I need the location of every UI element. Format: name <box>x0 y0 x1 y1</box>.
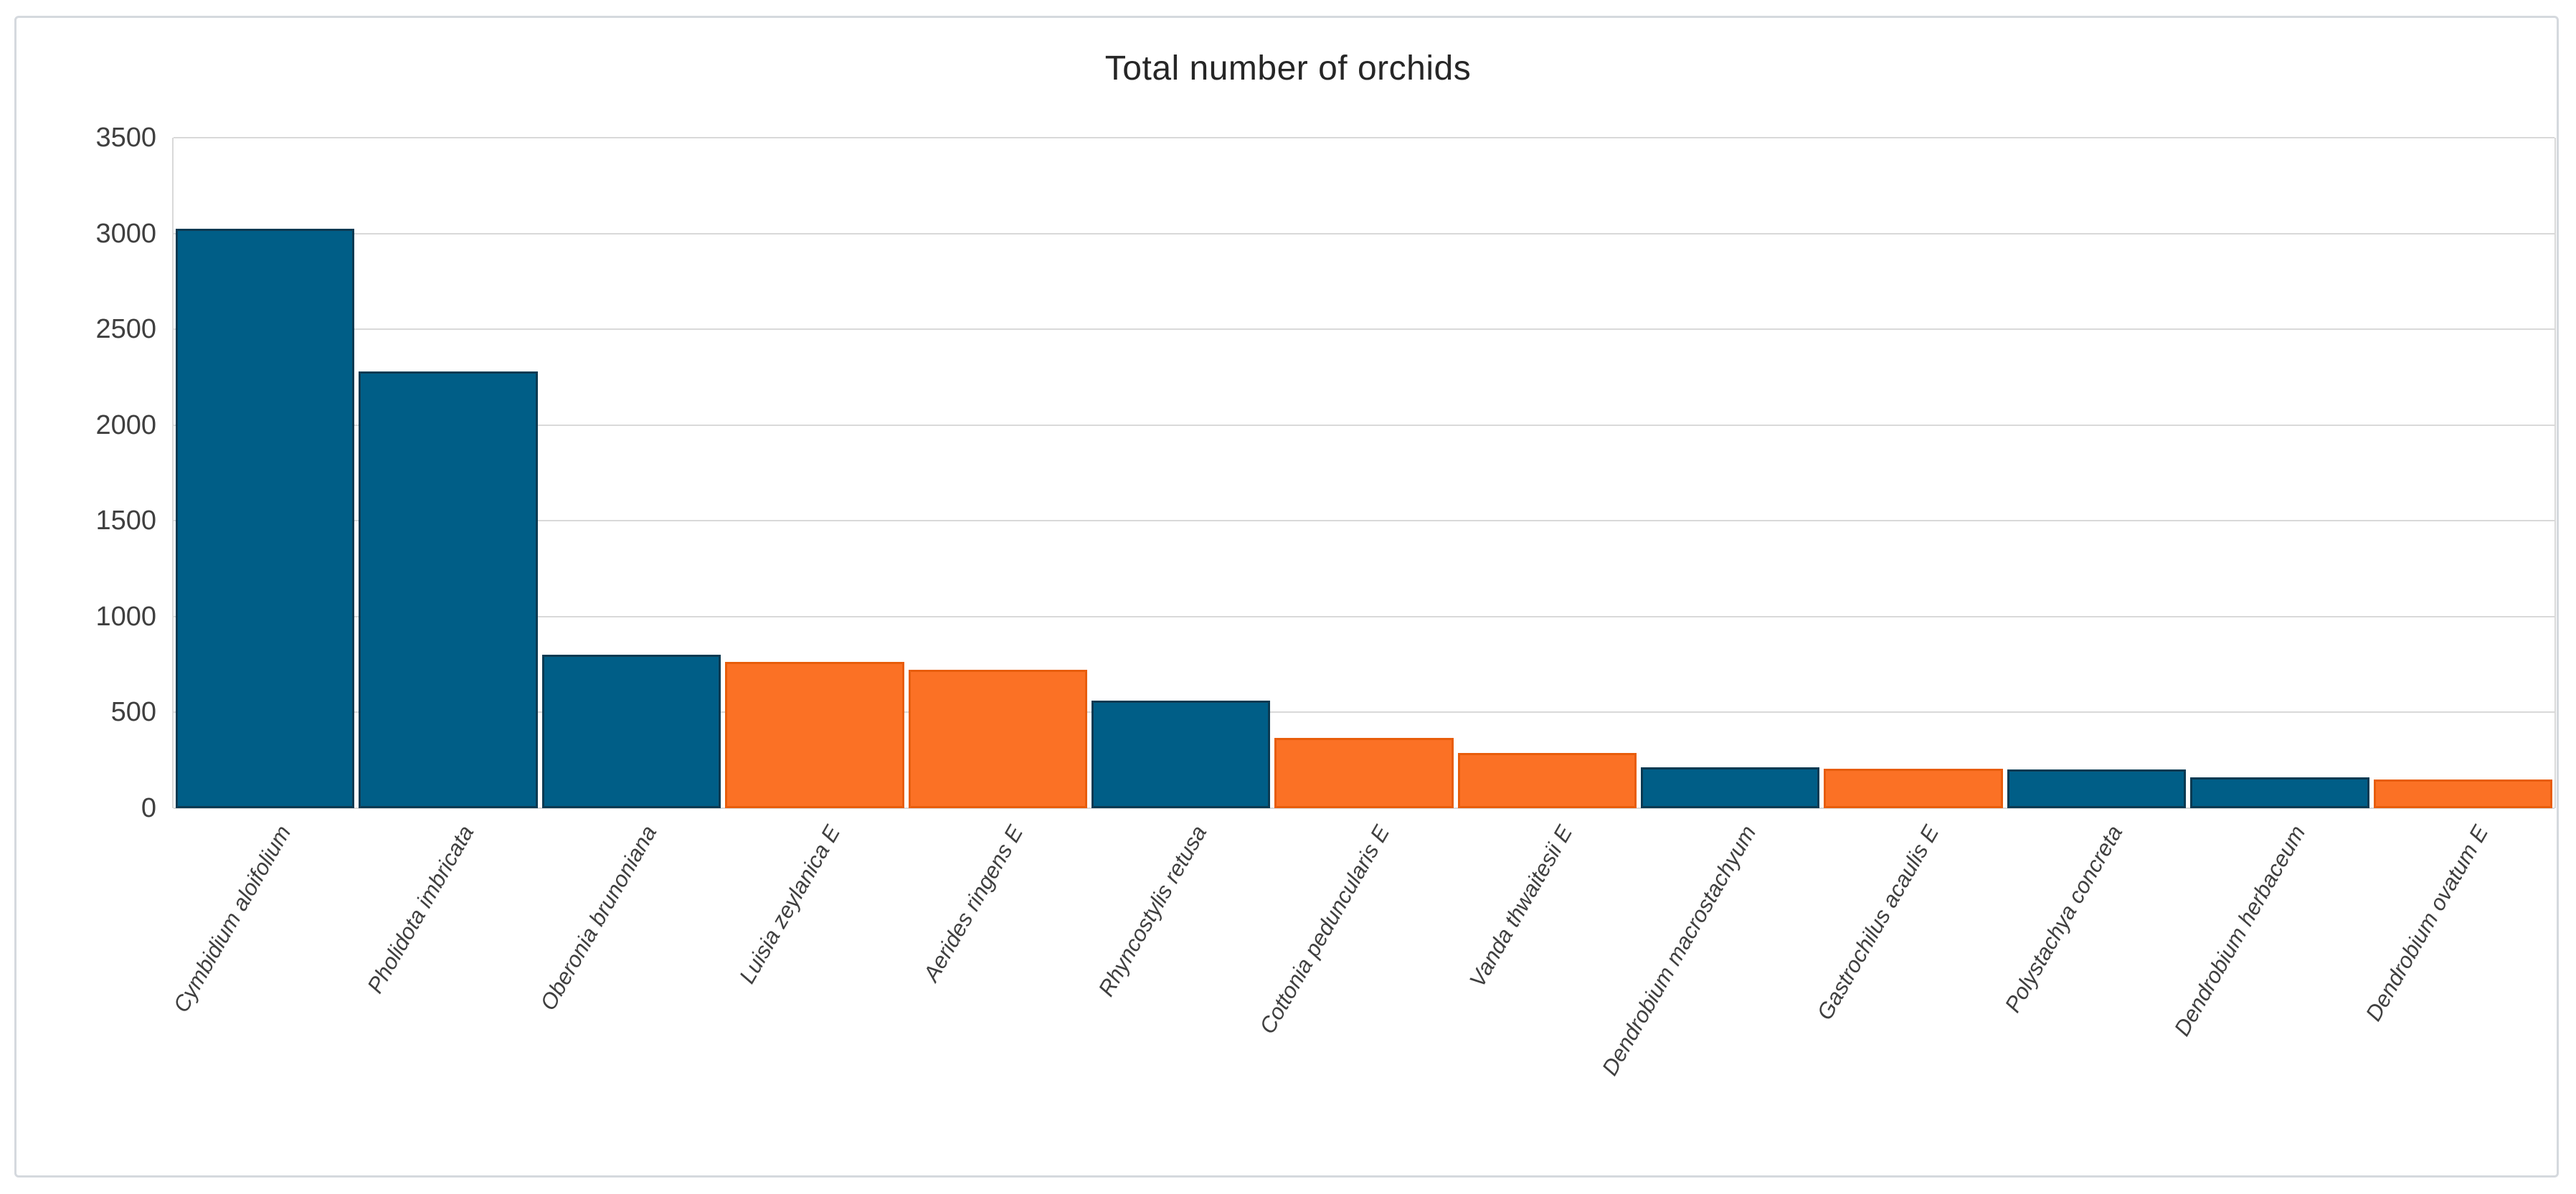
bar-dendrobium-herbaceum <box>2190 777 2369 808</box>
bar-polystachya-concreta <box>2007 769 2187 808</box>
bar-rhyncostylis-retusa <box>1091 701 1271 808</box>
bar-luisia-zeylanica-e <box>725 662 904 808</box>
y-tick-label-1500: 1500 <box>95 506 156 536</box>
bar-dendrobium-ovatum-e <box>2373 780 2552 808</box>
gridline-3000 <box>174 232 2554 234</box>
y-tick-label-500: 500 <box>110 697 156 728</box>
bar-gastrochilus-acaulis-e <box>1824 769 2003 808</box>
y-tick-label-3500: 3500 <box>95 123 156 153</box>
gridline-2000 <box>174 424 2554 426</box>
gridline-1000 <box>174 615 2554 617</box>
y-tick-label-2000: 2000 <box>95 409 156 440</box>
plot-area <box>172 137 2556 809</box>
y-tick-label-0: 0 <box>141 793 156 823</box>
bar-dendrobium-macrostachyum <box>1641 767 1820 808</box>
bar-vanda-thwaitesii-e <box>1457 753 1637 808</box>
bar-cymbidium-aloifolium <box>176 229 355 808</box>
y-tick-label-1000: 1000 <box>95 601 156 632</box>
bar-pholidota-imbricata <box>359 371 538 808</box>
y-tick-label-3000: 3000 <box>95 218 156 249</box>
gridline-0 <box>174 807 2554 809</box>
gridline-3500 <box>174 137 2554 139</box>
bar-aerides-ringens-e <box>908 670 1087 808</box>
gridline-500 <box>174 711 2554 714</box>
y-tick-label-2500: 2500 <box>95 314 156 345</box>
bar-oberonia-brunoniana <box>541 655 721 808</box>
gridline-1500 <box>174 520 2554 522</box>
bar-cottonia-peduncularis-e <box>1274 738 1454 808</box>
gridline-2500 <box>174 328 2554 331</box>
chart-title: Total number of orchids <box>1104 49 1472 87</box>
